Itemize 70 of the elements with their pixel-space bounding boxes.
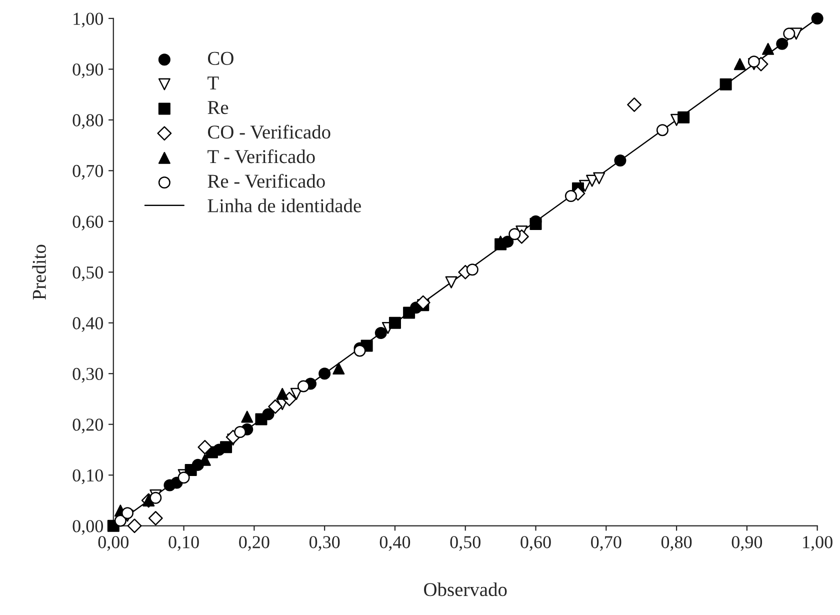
point	[416, 295, 430, 310]
point	[354, 344, 366, 357]
point	[198, 440, 212, 454]
point	[776, 38, 788, 50]
x-tick-label: 0,40	[380, 536, 410, 551]
x-tick-label: 0,20	[239, 536, 270, 551]
legend-label: T	[208, 76, 219, 90]
point	[255, 413, 268, 426]
y-axis-title: Predito	[32, 244, 46, 300]
x-tick-label: 0,30	[309, 536, 340, 551]
point	[297, 380, 310, 392]
point	[374, 327, 387, 340]
y-tick-label: 0,80	[72, 114, 103, 129]
point	[127, 518, 142, 534]
y-tick-label: 0,60	[72, 216, 103, 230]
point	[332, 362, 345, 375]
point	[220, 441, 232, 454]
point	[530, 218, 542, 230]
point	[720, 78, 732, 90]
legend-label: Re	[208, 101, 228, 114]
point	[614, 154, 626, 167]
point	[318, 368, 331, 380]
point	[148, 511, 163, 526]
point	[445, 276, 458, 288]
point	[734, 58, 746, 70]
point	[388, 316, 401, 329]
legend-label: CO	[208, 52, 234, 65]
x-tick-label: 0,90	[732, 536, 762, 551]
point	[121, 507, 134, 520]
point	[762, 42, 774, 55]
point	[508, 228, 521, 240]
point	[178, 472, 190, 484]
point	[627, 97, 642, 112]
y-tick-label: 0,20	[72, 418, 103, 434]
point	[748, 56, 760, 68]
y-tick-label: 0,90	[72, 63, 103, 78]
point	[150, 492, 162, 504]
point	[114, 514, 126, 527]
point	[403, 306, 416, 319]
x-tick-label: 0,70	[591, 536, 622, 551]
x-axis-title: Observado	[424, 582, 507, 596]
legend-label: Linha de identidade	[208, 198, 361, 212]
legend-label: T - Verificado	[208, 149, 315, 164]
legend-label: Re - Verificado	[208, 174, 325, 188]
point	[276, 388, 288, 400]
point	[268, 399, 283, 414]
point	[811, 12, 824, 24]
point	[678, 111, 690, 124]
point	[234, 426, 246, 438]
x-tick-label: 0,00	[98, 536, 129, 551]
y-tick-label: 0,50	[72, 266, 103, 282]
y-tick-label: 0,10	[72, 469, 103, 484]
point	[241, 410, 254, 423]
x-tick-label: 0,50	[450, 536, 480, 551]
y-tick-label: 0,70	[72, 164, 103, 180]
x-tick-label: 0,60	[520, 536, 551, 551]
x-tick-label: 0,10	[168, 536, 199, 551]
x-tick-label: 1,00	[803, 536, 832, 551]
y-tick-label: 0,30	[72, 368, 103, 383]
point	[783, 28, 796, 40]
point	[184, 464, 197, 476]
point	[564, 190, 577, 202]
point	[656, 124, 668, 136]
point	[593, 172, 606, 184]
y-tick-label: 0,00	[72, 520, 103, 535]
y-tick-label: 1,00	[74, 12, 103, 28]
y-tick-label: 0,40	[72, 317, 103, 332]
x-tick-label: 0,80	[661, 536, 692, 551]
point	[466, 264, 478, 276]
legend-label: CO - Verificado	[208, 124, 330, 139]
